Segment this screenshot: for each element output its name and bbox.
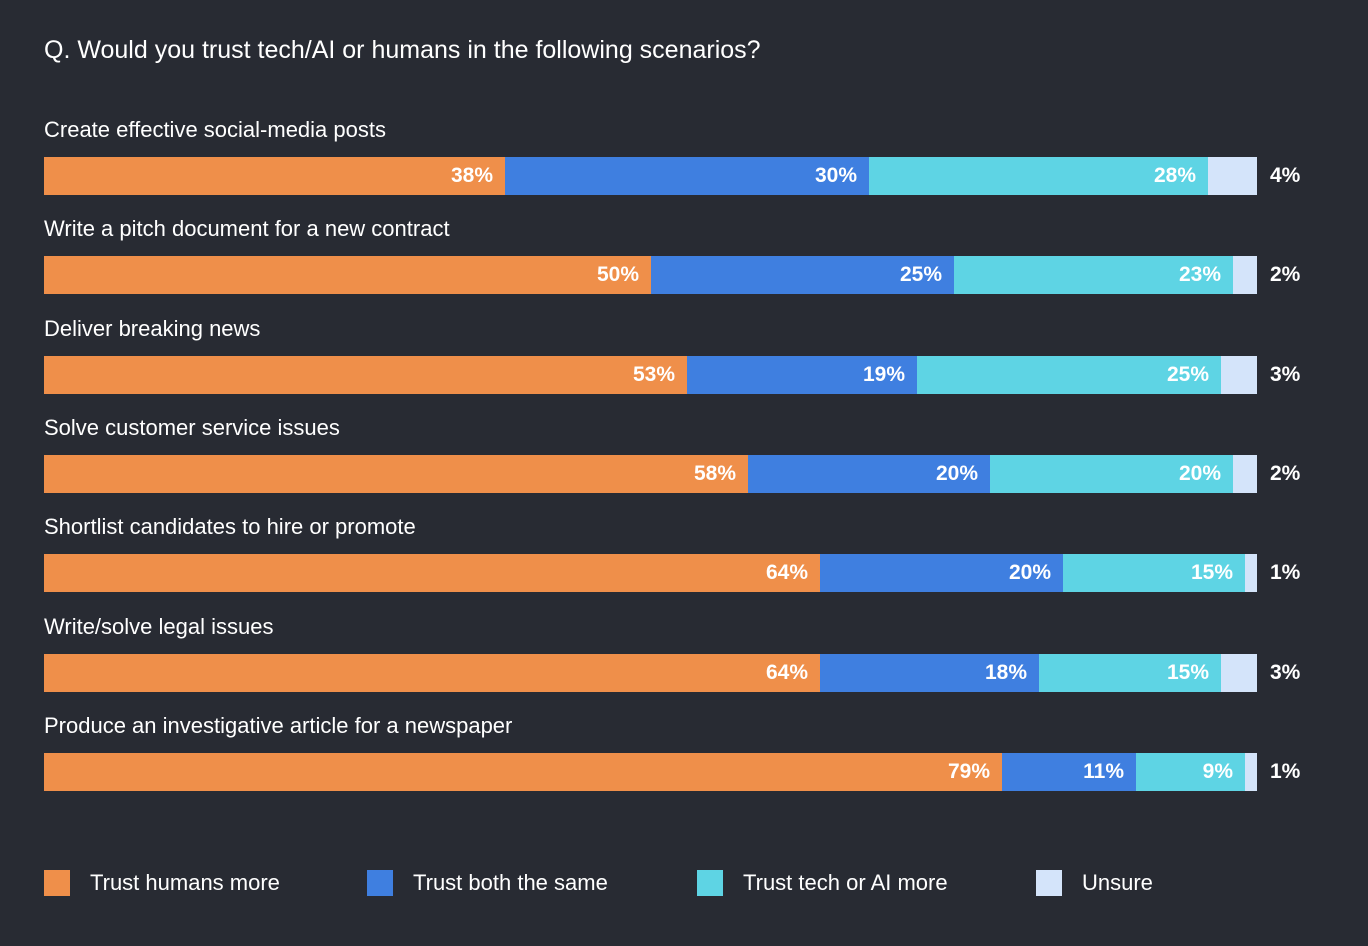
data-label-unsure: 4% xyxy=(1270,164,1301,187)
legend-swatch xyxy=(367,870,393,896)
bar-segment-unsure xyxy=(1245,752,1257,791)
bar-segment-tech: 15% xyxy=(1039,653,1221,692)
bar-row: 64% 18% 15% xyxy=(44,653,1257,692)
bar-segment-unsure xyxy=(1221,653,1257,692)
legend: Trust humans more Trust both the same Trus… xyxy=(0,869,1368,899)
data-label-unsure: 1% xyxy=(1270,759,1301,783)
data-label-tech: 23% xyxy=(1178,263,1221,287)
data-label-both: 11% xyxy=(1083,759,1124,783)
bar-segment-humans: 64% xyxy=(44,554,820,593)
bar-segment-tech: 23% xyxy=(954,256,1233,295)
data-label-humans: 79% xyxy=(947,759,990,783)
data-label-tech: 15% xyxy=(1166,660,1209,684)
legend-swatch xyxy=(1036,870,1062,896)
bar-segment-tech: 25% xyxy=(917,355,1221,394)
data-label-humans: 38% xyxy=(450,164,493,187)
bar-segment-humans: 79% xyxy=(44,752,1002,791)
bar-segment-humans: 64% xyxy=(44,653,820,692)
category-label: Create effective social-media posts xyxy=(44,117,386,142)
bar-segment-humans: 50% xyxy=(44,256,651,295)
bar-row: 53% 19% 25% xyxy=(44,355,1257,394)
category-label: Write/solve legal issues xyxy=(44,613,274,639)
bar-row: 64% 20% 15% xyxy=(44,554,1257,593)
bar-row: 79% 11% 9% xyxy=(44,752,1257,791)
legend-label: Unsure xyxy=(1082,870,1153,895)
data-label-both: 25% xyxy=(899,263,942,287)
bar-segment-both: 25% xyxy=(651,256,954,295)
data-label-humans: 58% xyxy=(693,461,736,485)
bar-segment-humans: 38% xyxy=(44,157,505,195)
data-label-tech: 15% xyxy=(1190,561,1233,585)
bar-segment-both: 20% xyxy=(820,554,1063,593)
bar-segment-unsure xyxy=(1245,554,1257,593)
data-label-humans: 53% xyxy=(632,362,675,386)
category-label: Shortlist candidates to hire or promote xyxy=(44,514,416,540)
bar-segment-both: 11% xyxy=(1002,752,1136,791)
bar-row: 50% 25% 23% xyxy=(44,256,1257,295)
legend-label: Trust both the same xyxy=(413,870,608,895)
bar-segment-tech: 20% xyxy=(990,454,1233,493)
data-label-tech: 28% xyxy=(1153,164,1196,187)
bar-row: 58% 20% 20% xyxy=(44,454,1257,493)
data-label-tech: 9% xyxy=(1202,759,1233,783)
bar-segment-tech: 9% xyxy=(1136,752,1245,791)
category-label: Write a pitch document for a new contrac… xyxy=(44,216,450,242)
bar-segment-both: 18% xyxy=(820,653,1039,692)
legend-swatch xyxy=(44,870,70,896)
bar-segment-both: 20% xyxy=(748,454,990,493)
bar-segment-humans: 58% xyxy=(44,454,748,493)
legend-label: Trust humans more xyxy=(90,870,280,895)
chart-title: Q. Would you trust tech/AI or humans in … xyxy=(44,36,761,64)
bar-segment-both: 30% xyxy=(505,157,869,195)
data-label-unsure: 3% xyxy=(1270,660,1301,684)
legend-swatch xyxy=(697,870,723,896)
bar-segment-both: 19% xyxy=(687,355,917,394)
bar-segment-unsure xyxy=(1221,355,1257,394)
data-label-both: 20% xyxy=(935,461,978,485)
bar-segment-tech: 15% xyxy=(1063,554,1245,593)
category-label: Deliver breaking news xyxy=(44,315,261,341)
category-label: Produce an investigative article for a n… xyxy=(44,712,513,738)
data-label-humans: 50% xyxy=(596,263,639,287)
data-label-humans: 64% xyxy=(765,561,808,585)
bar-segment-unsure xyxy=(1233,454,1257,493)
bar-row: 38% 30% 28% xyxy=(44,157,1257,195)
data-label-both: 18% xyxy=(984,660,1027,684)
data-label-unsure: 2% xyxy=(1270,263,1301,287)
legend-label: Trust tech or AI more xyxy=(743,870,948,895)
data-label-both: 19% xyxy=(862,362,905,386)
data-label-unsure: 2% xyxy=(1270,461,1301,485)
data-label-unsure: 1% xyxy=(1270,561,1301,585)
category-label: Solve customer service issues xyxy=(44,414,340,440)
bar-segment-unsure xyxy=(1233,256,1257,295)
bar-segment-unsure xyxy=(1208,157,1257,195)
data-label-unsure: 3% xyxy=(1270,362,1301,386)
data-label-tech: 25% xyxy=(1166,362,1209,386)
bar-segment-humans: 53% xyxy=(44,355,687,394)
data-label-humans: 64% xyxy=(765,660,808,684)
data-label-both: 20% xyxy=(1008,561,1051,585)
data-label-tech: 20% xyxy=(1178,461,1221,485)
bar-segment-tech: 28% xyxy=(869,157,1208,195)
data-label-both: 30% xyxy=(814,164,857,187)
